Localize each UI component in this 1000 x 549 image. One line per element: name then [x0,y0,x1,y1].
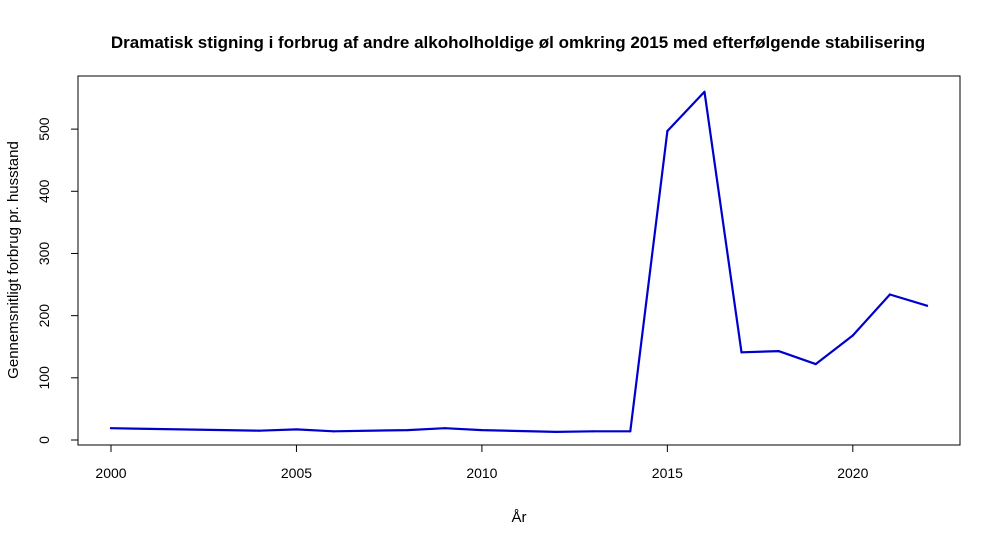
y-axis: 0 100 200 300 400 500 [36,117,79,444]
y-tick-label: 300 [36,242,52,266]
data-point [814,363,817,366]
x-tick-label: 2005 [281,465,312,481]
plot-frame [77,75,961,446]
data-point [629,430,632,433]
y-tick-label: 500 [36,117,52,141]
data-point [332,430,335,433]
y-tick-label: 200 [36,304,52,328]
x-axis: 2000 2005 2010 2015 2020 [95,444,869,481]
data-point [480,428,484,432]
data-point [703,90,706,93]
x-tick-label: 2020 [837,465,868,481]
x-tick-label: 2015 [652,465,683,481]
data-point [777,349,780,353]
data-point [925,304,929,307]
x-tick-label: 2010 [466,465,497,481]
data-point [443,427,446,430]
chart-title: Dramatisk stigning i forbrug af andre al… [111,33,925,52]
y-axis-label: Gennemsnitligt forbrug pr. husstand [5,141,22,379]
data-point [406,428,409,432]
x-tick-label: 2000 [95,465,126,481]
x-axis-label: År [512,509,527,526]
y-tick-label: 400 [36,179,52,203]
data-point [295,428,298,431]
series-layer [109,90,929,434]
series-line [109,90,929,433]
data-point [888,293,892,296]
data-point [740,351,743,354]
data-point [851,334,854,337]
data-point [554,430,558,434]
y-tick-label: 0 [36,436,52,444]
y-tick-label: 100 [36,366,52,390]
data-point [109,427,113,430]
data-point [592,430,595,433]
data-point [258,429,261,432]
data-point [666,129,669,133]
